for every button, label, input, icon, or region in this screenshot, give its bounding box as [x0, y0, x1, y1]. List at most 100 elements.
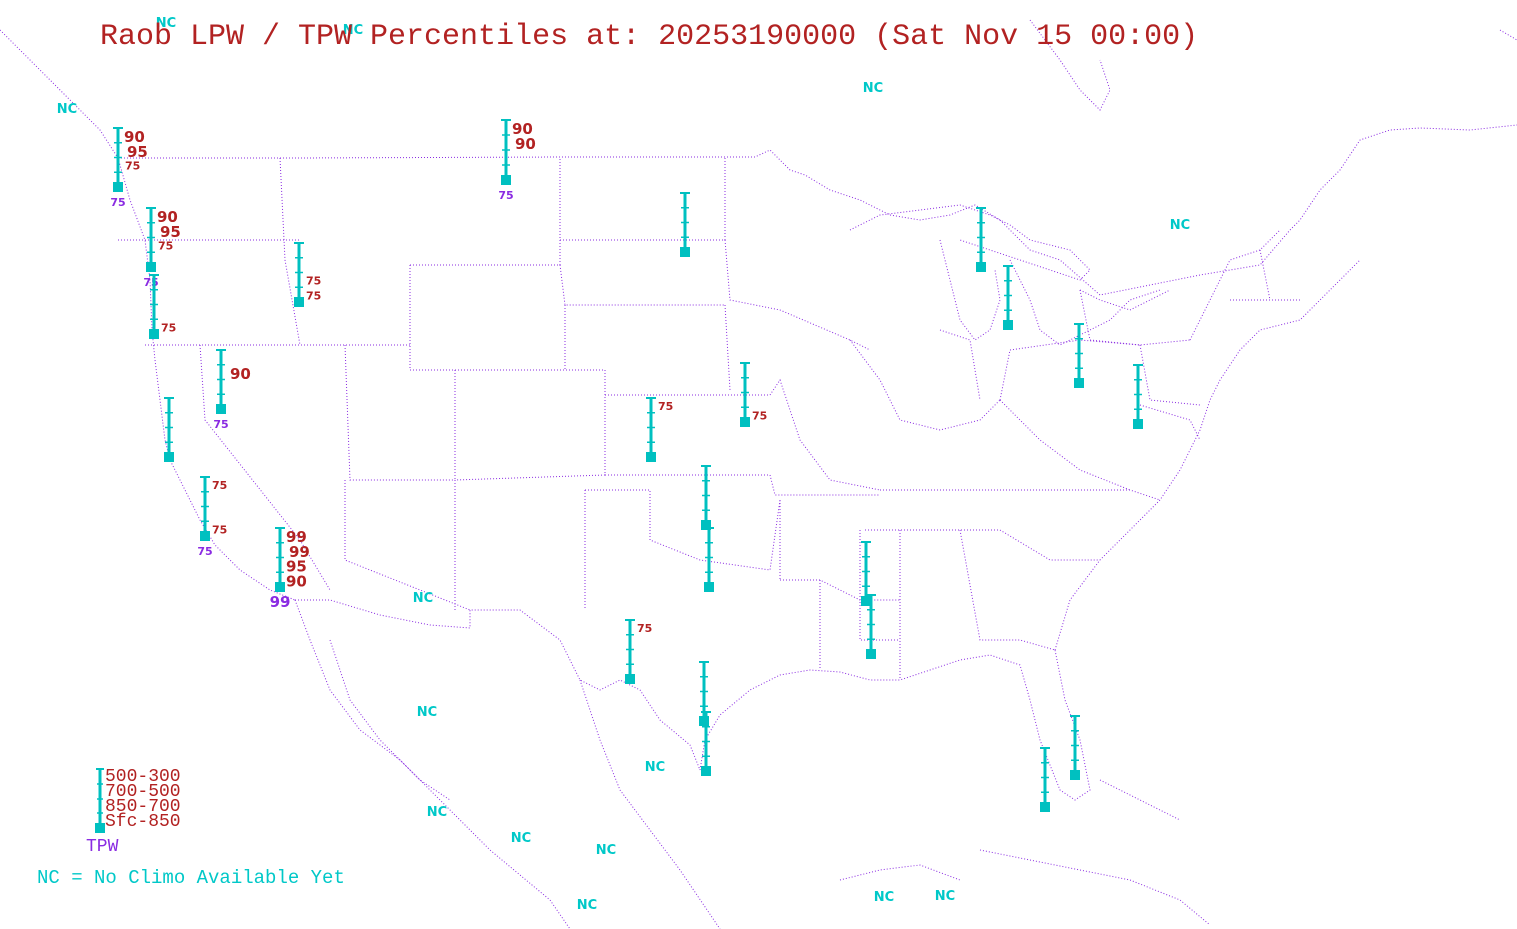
state-border-line-8	[559, 264, 725, 306]
layer-percentile-500-300: 75	[637, 622, 652, 635]
station-marker	[113, 182, 123, 192]
coast-border-line-13	[1099, 779, 1181, 821]
coast-border-line-6	[329, 639, 451, 801]
state-border-line-15	[605, 474, 880, 496]
station-white-lake	[1003, 265, 1013, 330]
state-border-line-14	[585, 489, 781, 571]
station-pittsburgh	[1074, 323, 1084, 388]
station-bismarck	[680, 192, 690, 257]
station-marker	[1070, 770, 1080, 780]
nc-label: NC	[413, 591, 433, 606]
coast-border-line-4	[1054, 259, 1361, 651]
state-border-line-19	[849, 339, 1001, 431]
map-borders	[0, 19, 1517, 929]
tpw-percentile: 75	[498, 189, 513, 202]
layer-percentile-500-300: 99	[286, 528, 307, 546]
coast-border-line-16	[1029, 19, 1111, 111]
coast-border-line-2	[295, 599, 701, 771]
state-border-line-34	[1259, 249, 1271, 301]
station-topeka: 75	[740, 362, 767, 427]
coast-border-line-3	[699, 649, 1091, 801]
legend-station-symbol	[95, 768, 105, 833]
coast-border-line-9	[939, 239, 1001, 341]
nc-label: NC	[511, 831, 531, 846]
layer-percentile-500-300: 75	[658, 400, 673, 413]
tpw-percentile: 75	[197, 545, 212, 558]
state-border-line-35	[1139, 404, 1201, 441]
station-marker	[976, 262, 986, 272]
layer-percentile-500-300: 90	[157, 208, 178, 226]
nc-label: NC	[935, 889, 955, 904]
coast-border-line-8	[849, 204, 1091, 281]
coast-border-line-17	[1499, 29, 1517, 41]
state-border-line-4	[409, 265, 456, 480]
station-fort-worth	[704, 527, 714, 592]
layer-percentile-850-700: 75	[306, 275, 321, 288]
state-border-line-27	[859, 530, 900, 641]
nc-label: NC	[596, 843, 616, 858]
layer-percentile-500-300: 75	[212, 479, 227, 492]
legend-layer-500-300: 500-300	[105, 767, 181, 787]
layer-percentile-700-500: 95	[127, 143, 148, 161]
station-marker	[275, 582, 285, 592]
layer-percentile-500-300: 90	[124, 128, 145, 146]
layer-percentile-850-700: 95	[286, 558, 307, 576]
layer-percentile-700-500: 90	[230, 365, 251, 383]
station-marker	[680, 247, 690, 257]
station-marker	[146, 262, 156, 272]
station-marker	[1040, 802, 1050, 812]
layer-percentile-850-700: 75	[125, 160, 140, 173]
tpw-percentile: 75	[110, 196, 125, 209]
station-marker	[149, 329, 159, 339]
legend-layer-sfc-850: Sfc-850	[105, 812, 181, 832]
nc-label: NC	[577, 898, 597, 913]
state-border-line-29	[959, 529, 1056, 651]
station-salem: 75	[149, 274, 176, 339]
station-marker	[216, 404, 226, 414]
station-norman	[701, 465, 711, 530]
coast-border-line-1	[117, 157, 296, 601]
layer-percentile-sfc-850: 75	[212, 523, 227, 536]
nc-label: NC	[343, 23, 363, 38]
state-border-line-11	[724, 304, 731, 391]
coast-border-line-11	[1079, 289, 1171, 311]
station-markers: 9095757590957575759090757575907575757599…	[110, 119, 1143, 812]
state-border-line-17	[769, 378, 881, 491]
state-border-line-2	[279, 157, 301, 346]
nc-label: NC	[645, 760, 665, 775]
station-midland: 75	[625, 619, 652, 684]
layer-percentile-700-500: 90	[515, 135, 536, 153]
layer-percentile-sfc-850: 75	[161, 321, 176, 334]
state-border-line-21	[999, 339, 1141, 401]
station-key-west	[1040, 747, 1050, 812]
station-slidell	[866, 594, 876, 659]
state-border-line-22	[1079, 289, 1191, 346]
nc-label: NC	[156, 16, 176, 31]
tpw-percentile: 75	[143, 276, 158, 289]
station-marker	[501, 175, 511, 185]
station-marker	[701, 766, 711, 776]
station-marker	[200, 531, 210, 541]
station-marker	[740, 417, 750, 427]
tpw-percentile: 99	[270, 593, 291, 611]
layer-percentile-sfc-850: 90	[286, 572, 307, 590]
coast-border-line-14	[839, 864, 961, 881]
station-marker	[625, 674, 635, 684]
state-border-line-12	[344, 480, 471, 611]
nc-labels: NC NC NC NC NC NC NC NC NC NC NC NC NC NC	[57, 16, 1190, 913]
station-marker	[699, 716, 709, 726]
coast-border-line-5	[294, 599, 571, 929]
state-border-line-18	[724, 239, 871, 351]
nc-label: NC	[417, 705, 437, 720]
coast-border-line-10	[1009, 259, 1161, 346]
station-marker	[646, 452, 656, 462]
layer-percentile-700-500: 95	[160, 223, 181, 241]
layer-percentile-850-700: 75	[158, 240, 173, 253]
state-border-line-7	[560, 157, 726, 241]
station-marker	[1003, 320, 1013, 330]
